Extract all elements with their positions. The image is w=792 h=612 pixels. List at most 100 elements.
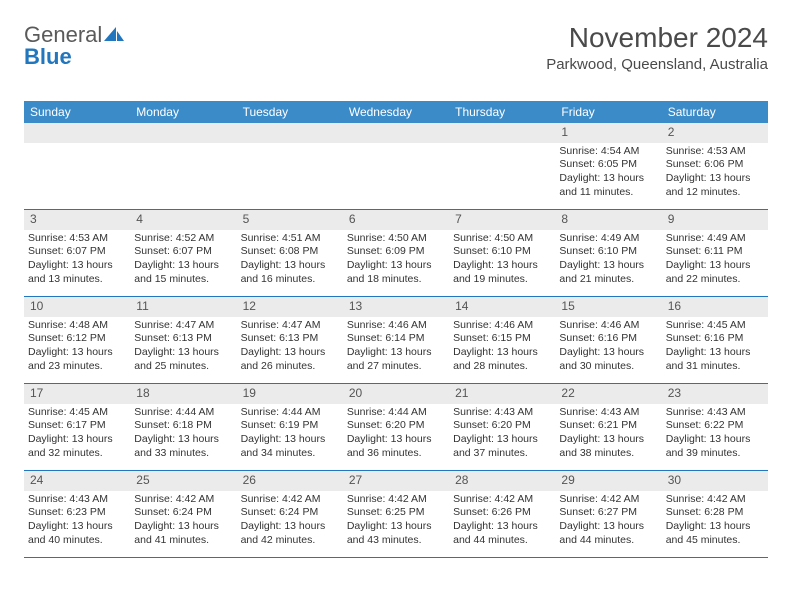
day-d1: Daylight: 13 hours [134, 346, 232, 360]
day-sr: Sunrise: 4:48 AM [28, 319, 126, 333]
weekday-thursday: Thursday [449, 101, 555, 123]
day-number: 5 [237, 210, 343, 230]
day-d1: Daylight: 13 hours [666, 433, 764, 447]
day-number: 12 [237, 297, 343, 317]
day-d1: Daylight: 13 hours [347, 259, 445, 273]
day-cell: 11Sunrise: 4:47 AMSunset: 6:13 PMDayligh… [130, 297, 236, 383]
location: Parkwood, Queensland, Australia [546, 56, 768, 73]
day-sr: Sunrise: 4:42 AM [453, 493, 551, 507]
day-ss: Sunset: 6:07 PM [28, 245, 126, 259]
day-number: 16 [662, 297, 768, 317]
day-sr: Sunrise: 4:46 AM [453, 319, 551, 333]
header: General November 2024 Parkwood, Queensla… [24, 22, 768, 73]
day-cell: 25Sunrise: 4:42 AMSunset: 6:24 PMDayligh… [130, 471, 236, 557]
day-sr: Sunrise: 4:50 AM [347, 232, 445, 246]
day-ss: Sunset: 6:09 PM [347, 245, 445, 259]
day-cell: 13Sunrise: 4:46 AMSunset: 6:14 PMDayligh… [343, 297, 449, 383]
day-info: Sunrise: 4:46 AMSunset: 6:14 PMDaylight:… [343, 317, 449, 378]
day-cell: 8Sunrise: 4:49 AMSunset: 6:10 PMDaylight… [555, 210, 661, 296]
day-info: Sunrise: 4:42 AMSunset: 6:25 PMDaylight:… [343, 491, 449, 552]
day-d1: Daylight: 13 hours [453, 259, 551, 273]
day-d1: Daylight: 13 hours [666, 520, 764, 534]
week-row: 10Sunrise: 4:48 AMSunset: 6:12 PMDayligh… [24, 296, 768, 383]
day-ss: Sunset: 6:10 PM [559, 245, 657, 259]
day-d2: and 44 minutes. [453, 534, 551, 548]
day-d1: Daylight: 13 hours [559, 520, 657, 534]
day-number: 4 [130, 210, 236, 230]
day-d1: Daylight: 13 hours [28, 346, 126, 360]
day-d2: and 33 minutes. [134, 447, 232, 461]
day-number [449, 123, 555, 143]
day-cell: 5Sunrise: 4:51 AMSunset: 6:08 PMDaylight… [237, 210, 343, 296]
day-d2: and 21 minutes. [559, 273, 657, 287]
day-number: 19 [237, 384, 343, 404]
day-d1: Daylight: 13 hours [241, 520, 339, 534]
day-info: Sunrise: 4:53 AMSunset: 6:07 PMDaylight:… [24, 230, 130, 291]
weekday-header-row: SundayMondayTuesdayWednesdayThursdayFrid… [24, 101, 768, 123]
logo-sail-icon [104, 27, 124, 43]
day-d1: Daylight: 13 hours [453, 346, 551, 360]
day-number: 2 [662, 123, 768, 143]
day-cell: 28Sunrise: 4:42 AMSunset: 6:26 PMDayligh… [449, 471, 555, 557]
day-d1: Daylight: 13 hours [241, 433, 339, 447]
day-sr: Sunrise: 4:51 AM [241, 232, 339, 246]
day-ss: Sunset: 6:12 PM [28, 332, 126, 346]
day-info: Sunrise: 4:45 AMSunset: 6:17 PMDaylight:… [24, 404, 130, 465]
day-d2: and 34 minutes. [241, 447, 339, 461]
day-d2: and 23 minutes. [28, 360, 126, 374]
day-d2: and 26 minutes. [241, 360, 339, 374]
day-ss: Sunset: 6:13 PM [134, 332, 232, 346]
day-sr: Sunrise: 4:54 AM [559, 145, 657, 159]
day-sr: Sunrise: 4:44 AM [134, 406, 232, 420]
day-ss: Sunset: 6:20 PM [453, 419, 551, 433]
day-info: Sunrise: 4:49 AMSunset: 6:10 PMDaylight:… [555, 230, 661, 291]
day-number: 24 [24, 471, 130, 491]
day-d2: and 16 minutes. [241, 273, 339, 287]
day-d1: Daylight: 13 hours [28, 433, 126, 447]
day-cell: 20Sunrise: 4:44 AMSunset: 6:20 PMDayligh… [343, 384, 449, 470]
day-cell: 7Sunrise: 4:50 AMSunset: 6:10 PMDaylight… [449, 210, 555, 296]
day-cell: 3Sunrise: 4:53 AMSunset: 6:07 PMDaylight… [24, 210, 130, 296]
day-info: Sunrise: 4:49 AMSunset: 6:11 PMDaylight:… [662, 230, 768, 291]
day-d2: and 25 minutes. [134, 360, 232, 374]
day-d2: and 31 minutes. [666, 360, 764, 374]
day-d2: and 18 minutes. [347, 273, 445, 287]
day-sr: Sunrise: 4:42 AM [666, 493, 764, 507]
day-ss: Sunset: 6:16 PM [559, 332, 657, 346]
day-cell: 19Sunrise: 4:44 AMSunset: 6:19 PMDayligh… [237, 384, 343, 470]
day-cell: 10Sunrise: 4:48 AMSunset: 6:12 PMDayligh… [24, 297, 130, 383]
day-sr: Sunrise: 4:44 AM [241, 406, 339, 420]
week-row: 17Sunrise: 4:45 AMSunset: 6:17 PMDayligh… [24, 383, 768, 470]
weekday-monday: Monday [130, 101, 236, 123]
day-sr: Sunrise: 4:52 AM [134, 232, 232, 246]
day-info: Sunrise: 4:51 AMSunset: 6:08 PMDaylight:… [237, 230, 343, 291]
day-cell: 1Sunrise: 4:54 AMSunset: 6:05 PMDaylight… [555, 123, 661, 209]
day-d1: Daylight: 13 hours [666, 346, 764, 360]
day-number: 30 [662, 471, 768, 491]
day-ss: Sunset: 6:18 PM [134, 419, 232, 433]
day-ss: Sunset: 6:08 PM [241, 245, 339, 259]
day-info: Sunrise: 4:46 AMSunset: 6:16 PMDaylight:… [555, 317, 661, 378]
day-d2: and 42 minutes. [241, 534, 339, 548]
day-info: Sunrise: 4:47 AMSunset: 6:13 PMDaylight:… [130, 317, 236, 378]
day-info: Sunrise: 4:42 AMSunset: 6:28 PMDaylight:… [662, 491, 768, 552]
logo-text-blue: Blue [24, 44, 72, 69]
calendar-weeks: 1Sunrise: 4:54 AMSunset: 6:05 PMDaylight… [24, 123, 768, 558]
day-sr: Sunrise: 4:42 AM [134, 493, 232, 507]
day-cell: 23Sunrise: 4:43 AMSunset: 6:22 PMDayligh… [662, 384, 768, 470]
day-number [343, 123, 449, 143]
day-ss: Sunset: 6:27 PM [559, 506, 657, 520]
day-sr: Sunrise: 4:47 AM [241, 319, 339, 333]
day-number: 29 [555, 471, 661, 491]
day-cell: 26Sunrise: 4:42 AMSunset: 6:24 PMDayligh… [237, 471, 343, 557]
empty-day-cell [343, 123, 449, 209]
empty-day-cell [449, 123, 555, 209]
day-info: Sunrise: 4:42 AMSunset: 6:27 PMDaylight:… [555, 491, 661, 552]
day-d2: and 22 minutes. [666, 273, 764, 287]
month-title: November 2024 [546, 22, 768, 54]
weekday-sunday: Sunday [24, 101, 130, 123]
day-ss: Sunset: 6:11 PM [666, 245, 764, 259]
day-ss: Sunset: 6:24 PM [241, 506, 339, 520]
day-cell: 14Sunrise: 4:46 AMSunset: 6:15 PMDayligh… [449, 297, 555, 383]
day-d2: and 19 minutes. [453, 273, 551, 287]
